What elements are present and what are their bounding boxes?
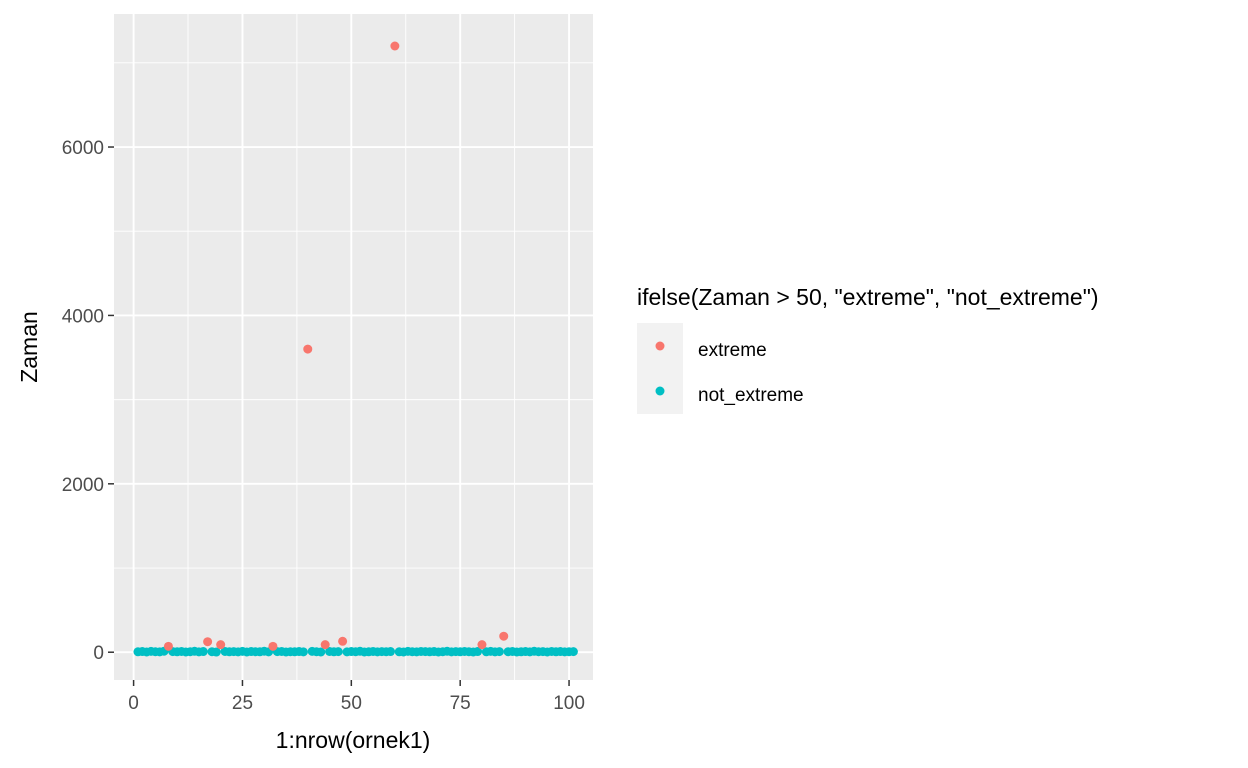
point-extreme [203,637,213,647]
x-tick-label: 25 [232,693,253,714]
x-tick-label: 100 [553,693,585,714]
point-extreme [390,41,400,51]
point-not-extreme [568,647,578,657]
legend-key-background [637,323,683,414]
x-tick-label: 50 [341,693,362,714]
legend: ifelse(Zaman > 50, "extreme", "not_extre… [637,284,1099,414]
y-tick-labels: 0 2000 4000 6000 [62,138,104,664]
y-tick-label: 4000 [62,306,104,327]
legend-key-extreme [655,341,665,351]
legend-label-extreme: extreme [698,340,767,361]
grid-minor [114,14,593,680]
point-extreme [477,640,487,650]
point-extreme [338,636,348,646]
legend-key-not-extreme [655,386,665,396]
point-not-extreme [316,647,326,657]
legend-title: ifelse(Zaman > 50, "extreme", "not_extre… [637,284,1099,310]
x-tick-label: 0 [128,693,139,714]
plot-panel [114,14,593,680]
legend-label-not-extreme: not_extreme [698,385,804,406]
data-points [133,41,578,657]
point-extreme [216,640,226,650]
point-not-extreme [298,647,308,657]
point-not-extreme [333,647,343,657]
point-extreme [303,344,313,354]
point-extreme [499,631,509,641]
point-not-extreme [198,647,208,657]
point-extreme [268,641,278,651]
point-not-extreme [473,647,483,657]
y-tick-label: 0 [93,643,104,664]
y-tick-label: 6000 [62,138,104,159]
axis-ticks [108,146,570,686]
x-tick-label: 75 [450,693,471,714]
point-not-extreme [211,647,221,657]
point-not-extreme [494,647,504,657]
point-extreme [163,641,173,651]
point-not-extreme [386,647,396,657]
x-tick-labels: 0 25 50 75 100 [128,693,585,714]
y-tick-label: 2000 [62,475,104,496]
point-extreme [320,640,330,650]
y-axis-title: Zaman [16,311,42,383]
x-axis-title: 1:nrow(ornek1) [276,727,431,753]
